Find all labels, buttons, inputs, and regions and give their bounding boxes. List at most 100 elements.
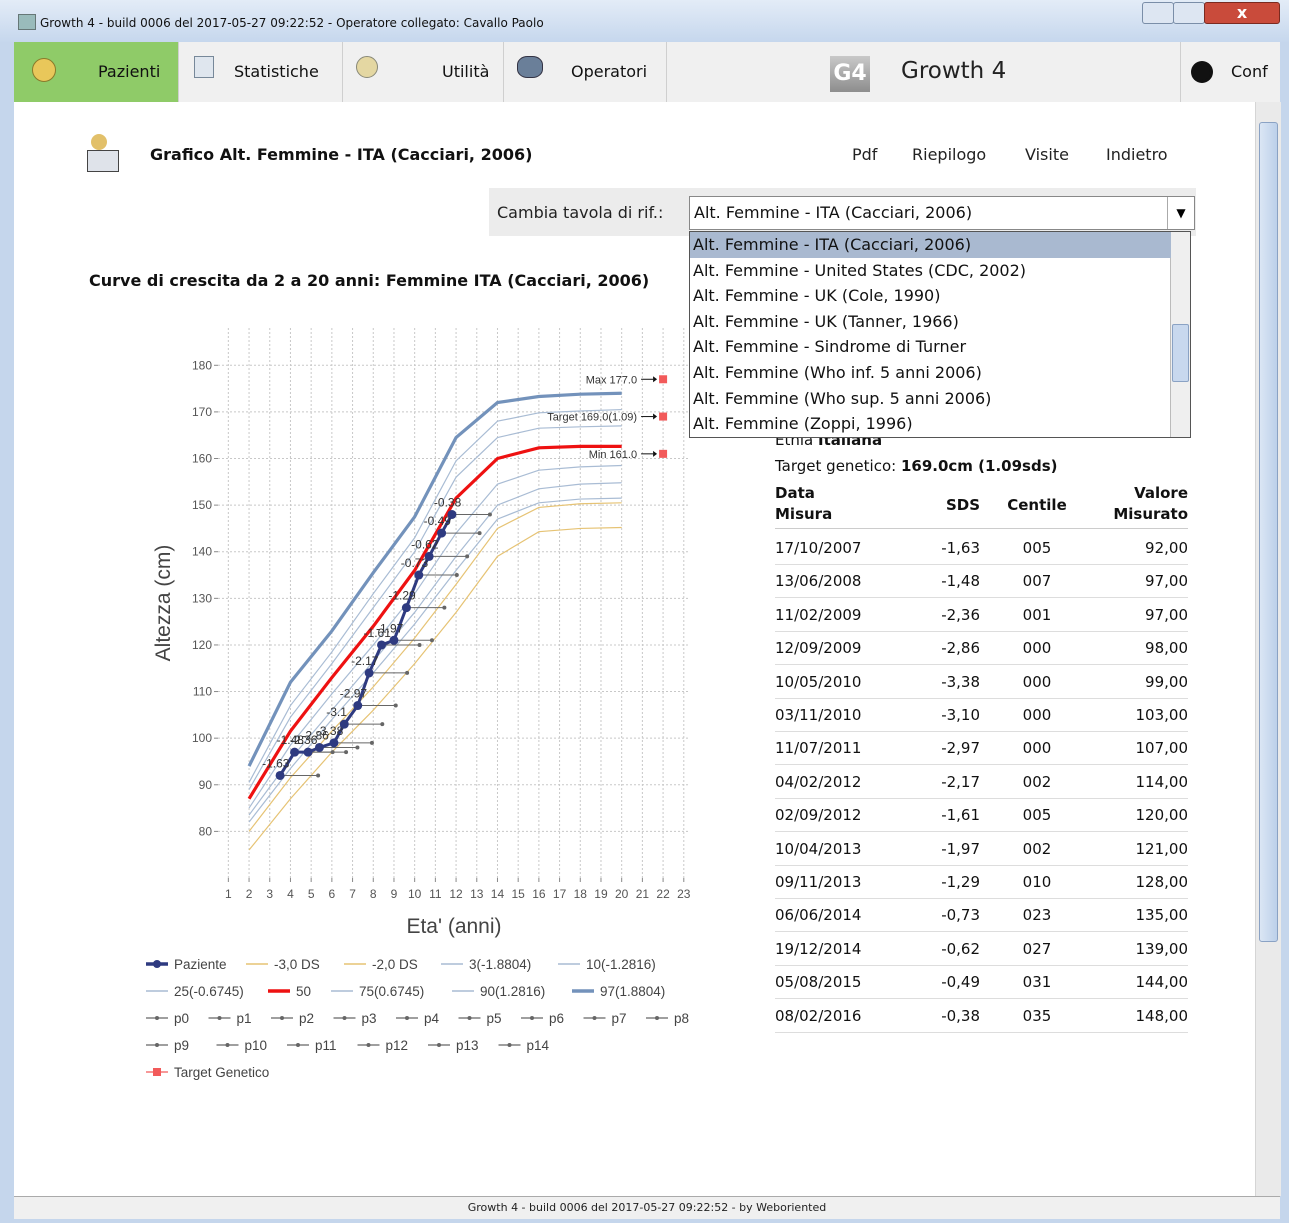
app-name: Growth 4 bbox=[901, 58, 1007, 84]
list-scrollbar[interactable] bbox=[1170, 232, 1190, 437]
row-rule bbox=[775, 597, 1188, 599]
patient-point bbox=[364, 668, 374, 678]
patient-point bbox=[290, 747, 300, 757]
sds-label: -0.62 bbox=[411, 537, 439, 551]
x-tick-label: 19 bbox=[594, 887, 608, 901]
row-rule bbox=[775, 797, 1188, 799]
menu-item[interactable]: Statistiche bbox=[178, 42, 343, 102]
projection-dot bbox=[316, 773, 321, 778]
legend-label: p12 bbox=[386, 1038, 409, 1053]
y-tick-label: 130 bbox=[192, 591, 212, 605]
patient-point bbox=[414, 570, 424, 580]
dropdown-option[interactable]: Alt. Femmine (Zoppi, 1996) bbox=[693, 414, 913, 434]
dropdown-option[interactable]: Alt. Femmine (Who inf. 5 anni 2006) bbox=[693, 363, 982, 382]
menu-item[interactable]: Utilità bbox=[342, 42, 504, 102]
link[interactable]: Riepilogo bbox=[912, 145, 987, 164]
sds-label: -3.1 bbox=[326, 705, 347, 719]
list-scroll-thumb[interactable] bbox=[1172, 324, 1189, 382]
table-cell: -0,38 bbox=[941, 1006, 980, 1025]
menu-item[interactable]: Operatori bbox=[503, 42, 667, 102]
patient-point bbox=[339, 719, 349, 729]
legend-swatch-dot bbox=[342, 1016, 347, 1020]
column-header: Valore bbox=[1134, 484, 1188, 502]
menu-item[interactable]: Pazienti bbox=[14, 42, 179, 102]
projection-dot bbox=[487, 512, 492, 517]
table-cell: -0,49 bbox=[941, 973, 980, 992]
link[interactable]: Pdf bbox=[852, 145, 878, 164]
legend-label: p13 bbox=[456, 1038, 479, 1053]
table-cell: 13/06/2008 bbox=[775, 572, 862, 591]
legend-swatch-dot bbox=[155, 1043, 159, 1047]
legend-swatch-dot bbox=[507, 1043, 512, 1047]
genetic-target: Target genetico: 169.0cm (1.09sds) bbox=[775, 457, 1057, 475]
dropdown-option[interactable]: Alt. Femmine (Who sup. 5 anni 2006) bbox=[693, 388, 992, 408]
chart-title: Curve di crescita da 2 a 20 anni: Femmin… bbox=[89, 271, 650, 290]
sds-label: -1.29 bbox=[388, 589, 416, 603]
table-cell: 144,00 bbox=[1135, 973, 1189, 992]
patient-point bbox=[377, 640, 387, 650]
legend-label: 90(1.2816) bbox=[480, 984, 545, 999]
column-header: SDS bbox=[945, 496, 980, 514]
y-tick-label: 80 bbox=[199, 824, 213, 838]
dropdown-option[interactable]: Alt. Femmine - Sindrome di Turner bbox=[693, 337, 967, 357]
row-rule bbox=[775, 764, 1188, 766]
row-rule bbox=[775, 964, 1188, 966]
row-rule bbox=[775, 898, 1188, 899]
x-tick-label: 5 bbox=[308, 887, 315, 901]
sds-label: -0.38 bbox=[434, 495, 462, 509]
table-cell: -3,10 bbox=[941, 706, 980, 724]
table-cell: 023 bbox=[1022, 906, 1052, 925]
select-box[interactable]: Alt. Femmine - ITA (Cacciari, 2006) ▼ bbox=[689, 196, 1195, 230]
table-cell: 010 bbox=[1022, 873, 1052, 891]
y-tick-label: 170 bbox=[192, 405, 212, 419]
table-cell: 107,00 bbox=[1135, 739, 1189, 758]
row-rule bbox=[775, 731, 1188, 732]
patient-point bbox=[424, 551, 434, 561]
scroll-thumb[interactable] bbox=[1259, 122, 1278, 942]
minimize-button[interactable] bbox=[1142, 2, 1174, 24]
legend-label: p4 bbox=[424, 1011, 440, 1026]
sds-label: -0.73 bbox=[401, 556, 429, 570]
projection-dot bbox=[417, 642, 422, 647]
sds-label: -0.49 bbox=[424, 514, 452, 528]
table-cell: 005 bbox=[1022, 806, 1052, 825]
legend-label: 25(-0.6745) bbox=[174, 984, 244, 999]
x-tick-label: 18 bbox=[574, 887, 588, 901]
table-cell: 000 bbox=[1022, 672, 1052, 691]
link[interactable]: Visite bbox=[1025, 145, 1069, 164]
dropdown-option[interactable]: Alt. Femmine - ITA (Cacciari, 2006) bbox=[690, 232, 1171, 258]
link[interactable]: Indietro bbox=[1106, 145, 1168, 164]
centile-curve bbox=[248, 482, 622, 816]
table-cell: 135,00 bbox=[1135, 906, 1189, 925]
legend-label: p8 bbox=[674, 1011, 689, 1026]
sds-label: -1.48 bbox=[277, 733, 305, 747]
scrollbar[interactable] bbox=[1255, 102, 1281, 1196]
config-button[interactable]: Conf bbox=[1180, 42, 1281, 102]
table-cell: 10/05/2010 bbox=[775, 672, 862, 691]
legend-label: p11 bbox=[315, 1038, 337, 1053]
x-tick-label: 23 bbox=[677, 887, 691, 901]
x-tick-label: 7 bbox=[349, 887, 356, 901]
target-label: Target genetico: bbox=[775, 457, 897, 475]
x-tick-label: 11 bbox=[429, 887, 442, 901]
table-cell: -2,97 bbox=[941, 739, 980, 758]
marker-label: Max 177.0 bbox=[586, 374, 637, 386]
row-rule bbox=[775, 1031, 1188, 1033]
dropdown-option[interactable]: Alt. Femmine - United States (CDC, 2002) bbox=[693, 260, 1027, 280]
patient-point bbox=[303, 747, 313, 757]
legend-swatch-dot bbox=[153, 960, 161, 968]
dropdown-option[interactable]: Alt. Femmine - UK (Cole, 1990) bbox=[693, 286, 941, 306]
x-tick-label: 12 bbox=[449, 887, 463, 901]
maximize-button[interactable] bbox=[1173, 2, 1205, 24]
table-cell: -2,36 bbox=[941, 605, 980, 624]
menu-label: Operatori bbox=[571, 62, 648, 81]
legend-label: -2,0 DS bbox=[372, 957, 418, 972]
dropdown-option[interactable]: Alt. Femmine - UK (Tanner, 1966) bbox=[693, 311, 959, 331]
row-rule bbox=[775, 664, 1188, 666]
table-cell: 10/04/2013 bbox=[775, 839, 862, 858]
column-header: Misurato bbox=[1113, 505, 1188, 523]
table-cell: 05/08/2015 bbox=[775, 973, 862, 992]
close-button[interactable]: x bbox=[1204, 2, 1280, 24]
projection-dot bbox=[442, 605, 447, 610]
legend-swatch-dot bbox=[592, 1016, 597, 1020]
